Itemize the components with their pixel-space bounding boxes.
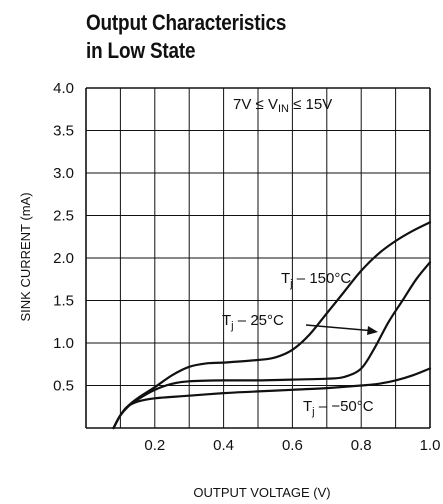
y-tick-label: 3.0: [53, 165, 74, 182]
series-label-25c: Tj – 25°C: [222, 312, 284, 332]
y-tick-label: 3.5: [53, 123, 74, 140]
x-axis-label: OUTPUT VOLTAGE (V): [193, 485, 330, 500]
series-line: [112, 367, 432, 430]
y-tick-label: 2.0: [53, 250, 74, 267]
x-tick-label: 0.4: [213, 437, 234, 454]
label-arrow-25c: [305, 324, 376, 332]
y-tick-label: 1.5: [53, 293, 74, 310]
x-tick-label: 1.0: [420, 437, 441, 454]
tick-labels: 0.2 0.4 0.6 0.8 1.0 0.5 1.0 1.5 2.0 2.5 3.0 3.5 4.0: [53, 80, 440, 454]
x-tick-label: 0.6: [282, 437, 303, 454]
arrowhead-icon: [367, 326, 378, 335]
condition-annotation: 7V ≤ VIN ≤ 15V: [233, 96, 332, 115]
y-tick-label: 0.5: [53, 378, 74, 395]
series-lines: [112, 221, 432, 430]
y-tick-label: 2.5: [53, 208, 74, 225]
chart-title: Output Characteristics: [86, 10, 287, 35]
y-tick-label: 1.0: [53, 335, 74, 352]
x-tick-label: 0.2: [144, 437, 165, 454]
y-tick-label: 4.0: [53, 80, 74, 97]
series-line: [112, 261, 432, 430]
x-tick-label: 0.8: [351, 437, 372, 454]
series-label-150c: Tj – 150°C: [281, 270, 351, 290]
grid: [85, 87, 431, 429]
series-label-minus50c: Tj – −50°C: [303, 398, 374, 418]
chart-subtitle: in Low State: [86, 38, 196, 63]
y-axis-label: SINK CURRENT (mA): [18, 192, 33, 321]
